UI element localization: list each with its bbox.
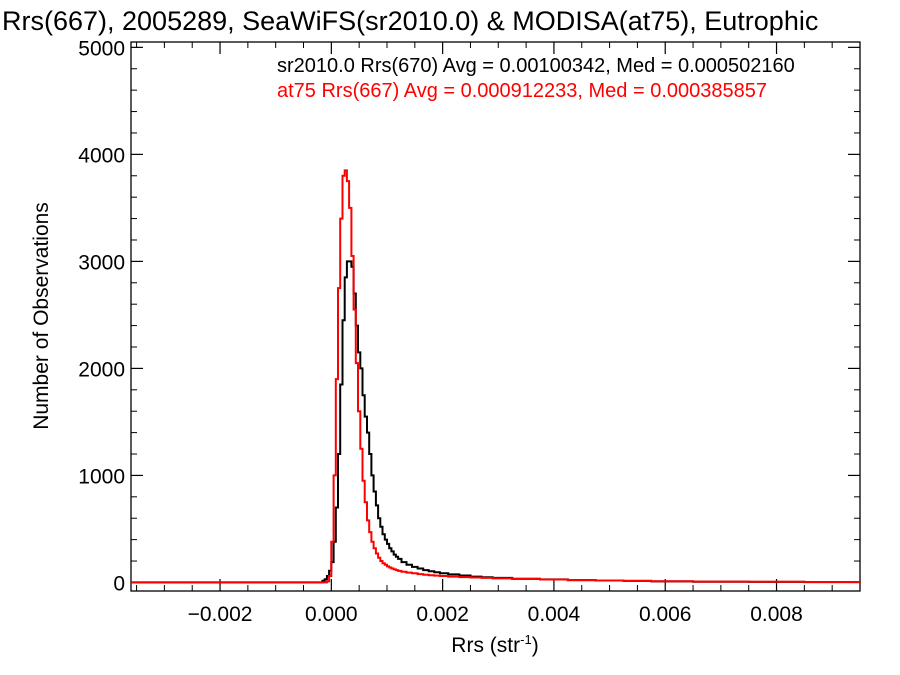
- legend: sr2010.0 Rrs(670) Avg = 0.00100342, Med …: [277, 55, 795, 102]
- x-axis-label: Rrs (str-1): [451, 632, 538, 657]
- series-line-1: [131, 169, 861, 584]
- y-tick-label: 1000: [78, 465, 125, 488]
- x-tick-label: 0.002: [416, 603, 469, 626]
- x-axis-ticks: −0.002 0.000 0.002 0.004 0.006 0.008: [136, 42, 833, 626]
- x-axis-label-close: ): [532, 634, 539, 657]
- x-tick-label: 0.008: [750, 603, 803, 626]
- x-tick-label: 0.004: [528, 603, 581, 626]
- x-axis-label-superscript: -1: [520, 632, 532, 647]
- x-tick-label: 0.000: [305, 603, 358, 626]
- y-tick-label: 2000: [78, 358, 125, 381]
- x-axis-label-main: Rrs (str: [451, 634, 520, 657]
- y-tick-label: 0: [113, 572, 125, 595]
- y-tick-label: 3000: [78, 251, 125, 274]
- y-tick-label: 5000: [78, 37, 125, 60]
- series-layer: [131, 169, 861, 584]
- legend-entry-1: at75 Rrs(667) Avg = 0.000912233, Med = 0…: [277, 80, 767, 102]
- plot-frame: [130, 41, 861, 592]
- series-line-0: [131, 260, 861, 584]
- x-tick-label: −0.002: [188, 603, 253, 626]
- y-axis-ticks: 0 1000 2000 3000 4000 5000: [78, 37, 860, 595]
- y-axis-label: Number of Observations: [30, 202, 53, 430]
- legend-entry-0: sr2010.0 Rrs(670) Avg = 0.00100342, Med …: [277, 55, 795, 77]
- x-tick-label: 0.006: [639, 603, 692, 626]
- chart-title: Rrs(667), 2005289, SeaWiFS(sr2010.0) & M…: [2, 6, 818, 36]
- y-tick-label: 4000: [78, 144, 125, 167]
